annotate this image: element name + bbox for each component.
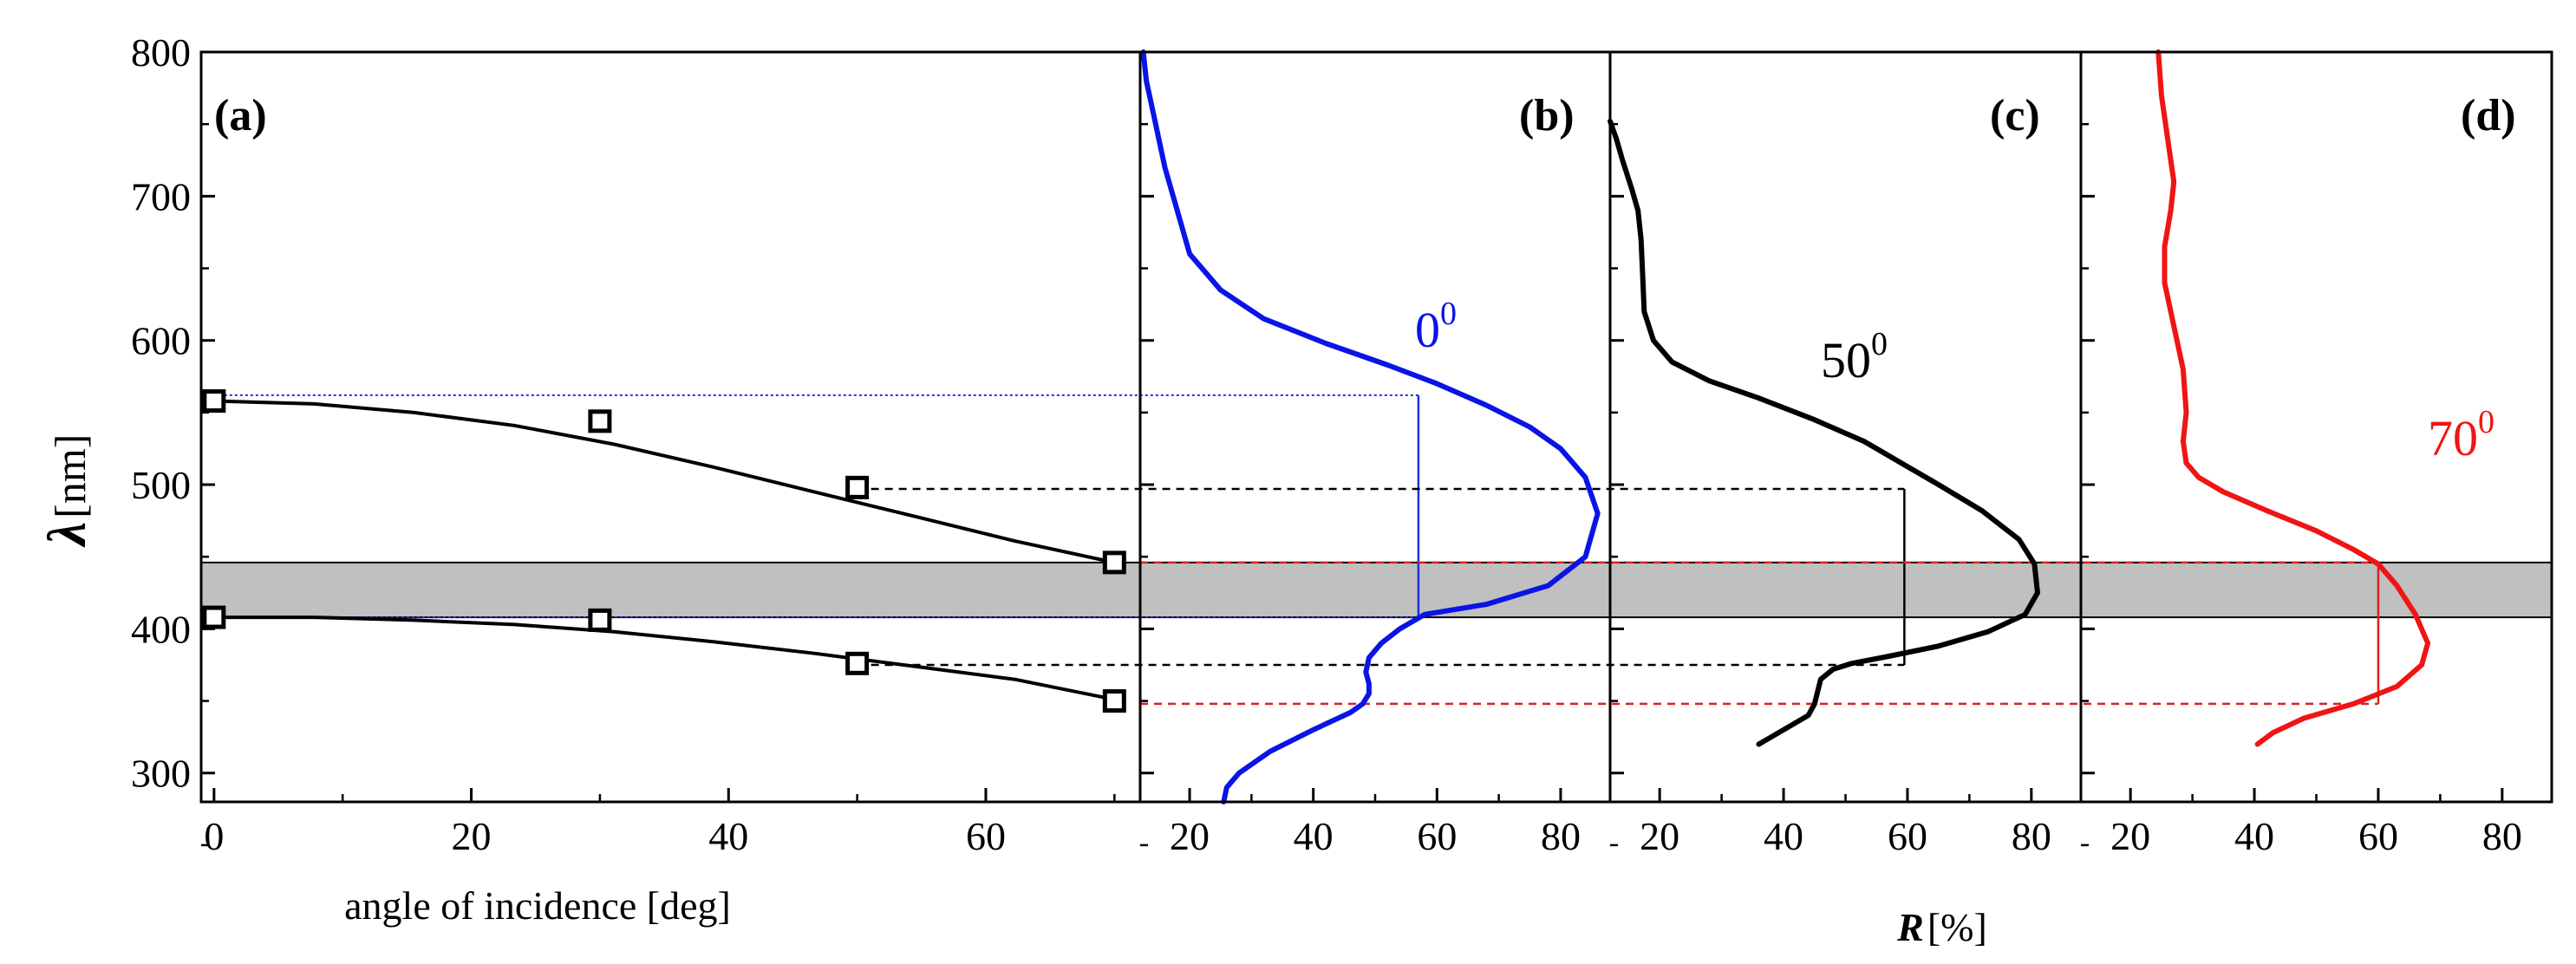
x-tick-label-b: 60 — [1417, 814, 1457, 858]
angle-degree-d: 0 — [2478, 404, 2494, 440]
angle-label-c: 500 — [1821, 326, 1888, 388]
x-tick-label-a: 0 — [204, 814, 224, 858]
x-tick-label-c: 40 — [1764, 814, 1803, 858]
x-tick-label-a: 20 — [452, 814, 492, 858]
y-tick-label: 800 — [131, 30, 191, 75]
data-point-marker — [845, 651, 870, 675]
panel-label-d: (d) — [2461, 91, 2516, 140]
x-tick-label-d: 20 — [2110, 814, 2150, 858]
data-point-marker — [588, 409, 612, 433]
panel-label-a: (a) — [214, 91, 267, 140]
y-axis-unit: [nm] — [46, 434, 95, 518]
angle-label-b: 00 — [1415, 296, 1457, 358]
x-axis-title-symbol: R — [1896, 905, 1924, 949]
angle-value-c: 50 — [1821, 332, 1871, 388]
angle-degree-b: 0 — [1440, 296, 1457, 332]
data-point-marker — [202, 389, 226, 414]
panel-frame-b — [1138, 50, 1612, 804]
data-point-marker — [845, 475, 870, 499]
y-tick-label: 500 — [131, 463, 191, 507]
x-tick-label-a: 40 — [708, 814, 748, 858]
panel-label-c: (c) — [1990, 91, 2040, 140]
angle-value-d: 70 — [2428, 410, 2478, 466]
guide-lines-layer — [213, 394, 2380, 706]
x-tick-label-d: 60 — [2358, 814, 2398, 858]
x-tick-label-b: 40 — [1294, 814, 1334, 858]
y-tick-label: 300 — [131, 752, 191, 796]
fit-curve-upper — [213, 399, 1115, 564]
reflectance-curve-c — [1608, 118, 2040, 747]
curves-layer — [202, 49, 2431, 804]
panel-frame-a — [199, 50, 1142, 804]
y-tick-label: 600 — [131, 319, 191, 363]
x-tick-label-c: 80 — [2012, 814, 2051, 858]
data-point-marker — [202, 605, 226, 629]
shaded-wavelength-band — [200, 561, 2553, 619]
x-tick-label-a: 60 — [966, 814, 1006, 858]
x-tick-label-b: 80 — [1541, 814, 1581, 858]
angle-degree-c: 0 — [1871, 326, 1888, 362]
shaded-band-layer — [200, 561, 2553, 619]
x-tick-label-b: 20 — [1170, 814, 1210, 858]
panel-frame-c — [1608, 50, 2083, 804]
reflectance-curve-d — [2155, 49, 2431, 747]
y-tick-label: 400 — [131, 607, 191, 651]
x-axis-title-angle: angle of incidence [deg] — [344, 883, 731, 928]
x-axis-title-reflectance: R [%] — [1896, 905, 1987, 949]
angle-label-d: 700 — [2428, 404, 2494, 466]
x-tick-label-c: 20 — [1640, 814, 1679, 858]
x-tick-label-c: 60 — [1888, 814, 1927, 858]
angle-value-b: 0 — [1415, 302, 1440, 358]
x-axis-title-unit: [%] — [1927, 905, 1987, 949]
y-axis-symbol: λ — [38, 522, 97, 549]
data-point-marker — [1102, 550, 1126, 575]
panel-label-b: (b) — [1519, 91, 1575, 140]
fit-curve-lower — [213, 616, 1115, 701]
frames-layer — [199, 50, 2553, 847]
text-layer: 0 20 40 60 (a) 20 40 60 80 (b) 20 40 60 80 (c) 20 40 60 80… — [131, 30, 2522, 858]
data-point-marker — [588, 608, 612, 632]
y-tick-label: 700 — [131, 174, 191, 218]
x-tick-label-d: 40 — [2234, 814, 2274, 858]
reflectance-curve-b — [1140, 49, 1601, 804]
data-point-marker — [1102, 689, 1126, 713]
y-axis-title: λ [nm] — [38, 434, 97, 549]
x-tick-label-d: 80 — [2482, 814, 2522, 858]
